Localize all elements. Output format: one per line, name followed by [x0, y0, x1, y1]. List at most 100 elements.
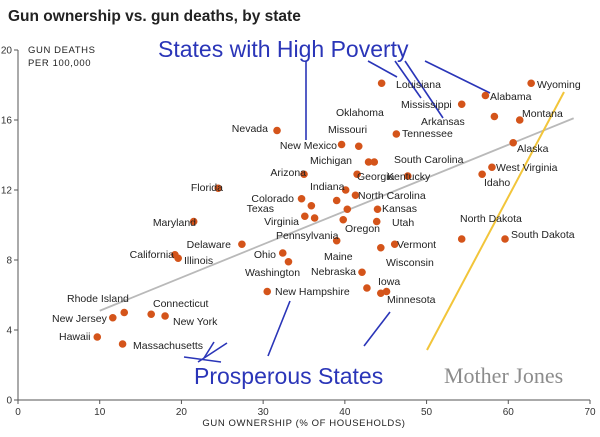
- point-label: Nevada: [232, 123, 268, 135]
- data-point: [457, 235, 466, 243]
- x-axis-title: GUN OWNERSHIP (% OF HOUSEHOLDS): [202, 418, 405, 429]
- point-label: South Dakota: [511, 229, 575, 241]
- point-label: Wyoming: [537, 79, 581, 91]
- data-point: [118, 340, 127, 348]
- point-label: Delaware: [187, 239, 232, 251]
- data-point: [339, 215, 348, 224]
- y-tick-label: 20: [1, 46, 13, 57]
- data-point: [263, 287, 272, 296]
- point-label: New Hampshire: [275, 286, 350, 298]
- data-point: [372, 217, 381, 226]
- data-point: [297, 194, 306, 203]
- point-label: South Carolina: [394, 154, 464, 166]
- data-point: [481, 91, 490, 100]
- point-label: Washington: [245, 267, 300, 279]
- point-label: Mississippi: [401, 99, 452, 111]
- point-label: Texas: [247, 203, 274, 215]
- data-point: [341, 186, 350, 194]
- data-point: [161, 312, 169, 320]
- point-label: Idaho: [484, 177, 510, 189]
- annotation-leader: [183, 356, 222, 363]
- x-tick-label: 50: [421, 407, 433, 418]
- data-point: [509, 138, 517, 147]
- y-tick-label: 4: [6, 326, 12, 337]
- data-point: [284, 257, 293, 266]
- data-point: [490, 112, 499, 121]
- data-point: [214, 184, 222, 193]
- data-point: [392, 130, 401, 138]
- point-label: Minnesota: [387, 294, 436, 306]
- point-label: Colorado: [251, 193, 294, 205]
- data-point: [373, 205, 382, 214]
- data-point: [301, 212, 309, 221]
- reference-lines: [99, 91, 574, 351]
- data-point: [174, 254, 182, 263]
- data-point: [337, 140, 346, 149]
- data-point: [363, 284, 371, 292]
- point-label: Arizona: [270, 167, 306, 179]
- point-label: New Mexico: [280, 140, 337, 152]
- point-label: Michigan: [310, 155, 352, 167]
- point-label: Pennsylvania: [276, 230, 339, 242]
- point-label: Virginia: [264, 216, 299, 228]
- data-point: [332, 196, 341, 205]
- x-tick-label: 40: [339, 407, 351, 418]
- data-point: [278, 249, 287, 257]
- y-axis-title: GUN DEATHS: [28, 45, 96, 56]
- x-tick-label: 10: [94, 407, 106, 418]
- high-poverty-annotation: States with High Poverty: [158, 36, 409, 62]
- point-label: Hawaii: [59, 331, 91, 343]
- point-label: Massachusetts: [133, 340, 203, 352]
- point-label: Ohio: [254, 249, 276, 261]
- trend-line: [99, 117, 574, 312]
- point-label: California: [130, 249, 175, 261]
- point-label: North Carolina: [358, 190, 426, 202]
- annotation-leader: [394, 60, 422, 99]
- y-axis-title: PER 100,000: [28, 58, 91, 69]
- point-label: Kentucky: [387, 171, 431, 183]
- x-tick-label: 30: [258, 407, 270, 418]
- annotation-leader: [363, 311, 391, 347]
- data-point: [147, 310, 155, 319]
- point-label: Rhode Island: [67, 293, 129, 305]
- x-tick-label: 70: [584, 407, 596, 418]
- point-label: Maine: [324, 251, 353, 263]
- axes: 0 10 20 30 40 50 60 70 0 4 8 12 16 20 GUN DEATHS PER 10…: [1, 45, 596, 429]
- data-point: [501, 235, 509, 243]
- data-point: [273, 126, 281, 135]
- point-label: Illinois: [184, 255, 213, 267]
- data-point: [93, 333, 102, 341]
- point-label: Indiana: [310, 181, 345, 193]
- chart-title: Gun ownership vs. gun deaths, by state: [8, 8, 301, 25]
- data-point: [238, 240, 246, 249]
- annotation-leader: [367, 60, 398, 78]
- data-point: [390, 240, 399, 249]
- data-point: [189, 217, 198, 226]
- annotation-leader: [424, 60, 491, 94]
- point-label: Georgia: [357, 171, 395, 183]
- data-point: [353, 170, 361, 179]
- point-label: New Jersey: [52, 313, 108, 325]
- point-label: Tennessee: [402, 128, 453, 140]
- data-point: [457, 100, 466, 109]
- data-point: [108, 313, 117, 322]
- annotation-leader: [203, 341, 215, 359]
- point-label: Alaska: [517, 143, 549, 155]
- y-tick-label: 12: [1, 186, 13, 197]
- point-labels: Wyoming Louisiana Alabama Mississippi Arkans…: [52, 79, 581, 352]
- point-label: Iowa: [378, 276, 400, 288]
- point-label: Nebraska: [311, 266, 356, 278]
- point-label: New York: [173, 316, 218, 328]
- data-point: [343, 205, 352, 214]
- x-tick-label: 20: [176, 407, 188, 418]
- data-point: [300, 170, 308, 179]
- point-label: Arkansas: [421, 116, 465, 128]
- data-point: [377, 79, 386, 88]
- data-point: [377, 243, 385, 252]
- data-point: [370, 158, 379, 166]
- point-label: Maryland: [153, 217, 196, 229]
- point-label: Oklahoma: [336, 107, 384, 119]
- data-point: [354, 142, 363, 151]
- x-tick-label: 0: [15, 407, 21, 418]
